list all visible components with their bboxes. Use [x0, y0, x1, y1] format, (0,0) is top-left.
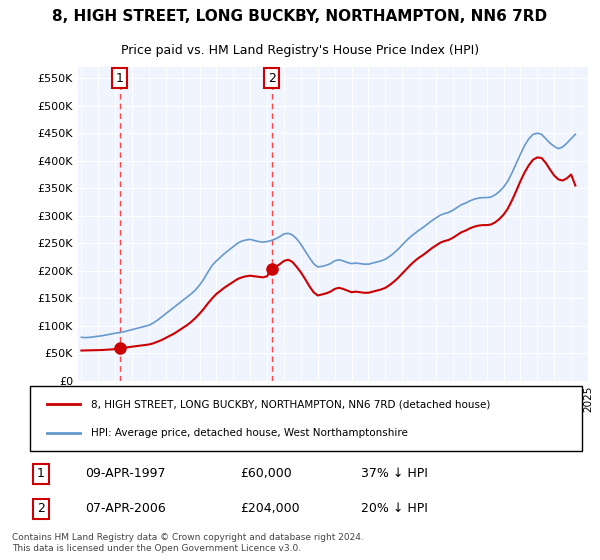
Text: 8, HIGH STREET, LONG BUCKBY, NORTHAMPTON, NN6 7RD (detached house): 8, HIGH STREET, LONG BUCKBY, NORTHAMPTON… — [91, 399, 490, 409]
Text: £204,000: £204,000 — [240, 502, 299, 515]
Text: 8, HIGH STREET, LONG BUCKBY, NORTHAMPTON, NN6 7RD: 8, HIGH STREET, LONG BUCKBY, NORTHAMPTON… — [52, 10, 548, 24]
Text: £60,000: £60,000 — [240, 468, 292, 480]
Text: HPI: Average price, detached house, West Northamptonshire: HPI: Average price, detached house, West… — [91, 428, 407, 438]
Text: 09-APR-1997: 09-APR-1997 — [85, 468, 166, 480]
Text: Price paid vs. HM Land Registry's House Price Index (HPI): Price paid vs. HM Land Registry's House … — [121, 44, 479, 57]
Text: 37% ↓ HPI: 37% ↓ HPI — [361, 468, 428, 480]
Text: 2: 2 — [37, 502, 45, 515]
Text: Contains HM Land Registry data © Crown copyright and database right 2024.
This d: Contains HM Land Registry data © Crown c… — [12, 533, 364, 553]
Text: 2: 2 — [268, 72, 275, 85]
FancyBboxPatch shape — [30, 386, 582, 451]
Text: 20% ↓ HPI: 20% ↓ HPI — [361, 502, 428, 515]
Text: 1: 1 — [37, 468, 45, 480]
Text: 07-APR-2006: 07-APR-2006 — [85, 502, 166, 515]
Text: 1: 1 — [116, 72, 124, 85]
